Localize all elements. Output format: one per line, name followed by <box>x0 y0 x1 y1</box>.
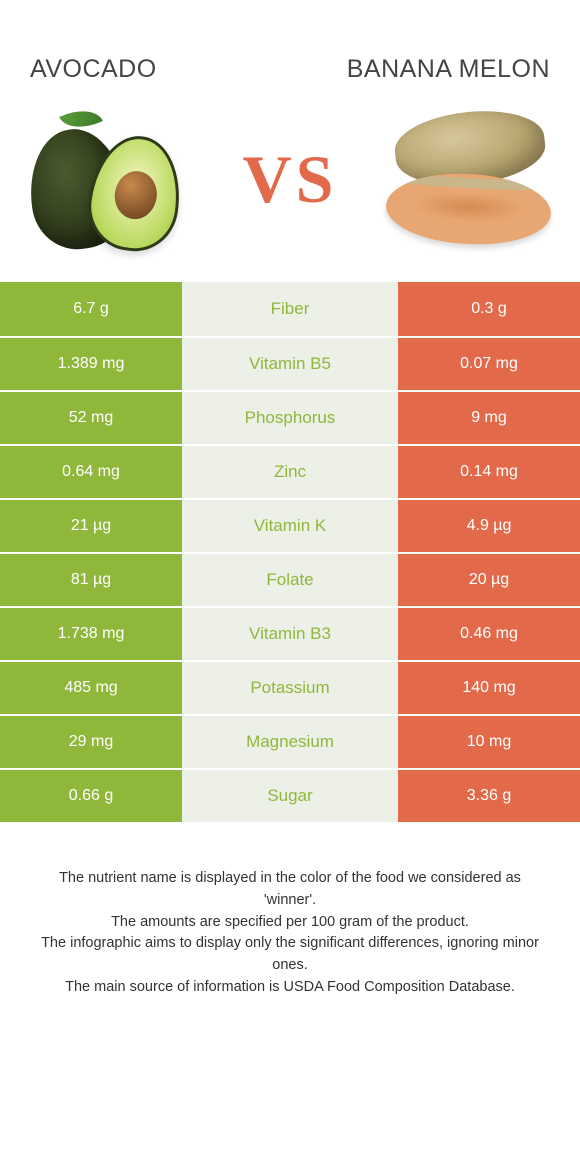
nutrient-name: Fiber <box>182 282 398 336</box>
table-row: 1.389 mgVitamin B50.07 mg <box>0 336 580 390</box>
nutrient-name: Folate <box>182 554 398 606</box>
footer-line: The nutrient name is displayed in the co… <box>34 868 546 912</box>
title-left: Avocado <box>30 55 157 84</box>
table-row: 52 mgPhosphorus9 mg <box>0 390 580 444</box>
table-row: 0.66 gSugar3.36 g <box>0 768 580 822</box>
hero-row: VS <box>0 104 580 282</box>
footer-line: The infographic aims to display only the… <box>34 933 546 977</box>
nutrient-name: Zinc <box>182 446 398 498</box>
left-value: 0.66 g <box>0 770 182 822</box>
header: Avocado Banana melon <box>0 0 580 104</box>
right-value: 20 µg <box>398 554 580 606</box>
banana-melon-image <box>380 104 560 254</box>
right-value: 3.36 g <box>398 770 580 822</box>
table-row: 1.738 mgVitamin B30.46 mg <box>0 606 580 660</box>
avocado-image <box>20 104 200 254</box>
nutrient-name: Phosphorus <box>182 392 398 444</box>
footer-notes: The nutrient name is displayed in the co… <box>0 822 580 999</box>
table-row: 81 µgFolate20 µg <box>0 552 580 606</box>
left-value: 52 mg <box>0 392 182 444</box>
left-value: 1.738 mg <box>0 608 182 660</box>
nutrient-name: Sugar <box>182 770 398 822</box>
left-value: 81 µg <box>0 554 182 606</box>
nutrient-name: Potassium <box>182 662 398 714</box>
title-right: Banana melon <box>347 55 550 84</box>
right-value: 140 mg <box>398 662 580 714</box>
right-value: 0.07 mg <box>398 338 580 390</box>
right-value: 0.14 mg <box>398 446 580 498</box>
right-value: 9 mg <box>398 392 580 444</box>
nutrient-name: Vitamin K <box>182 500 398 552</box>
left-value: 485 mg <box>0 662 182 714</box>
comparison-table: 6.7 gFiber0.3 g1.389 mgVitamin B50.07 mg… <box>0 282 580 822</box>
vs-label: VS <box>243 140 338 219</box>
infographic: Avocado Banana melon VS 6.7 gFiber0.3 g1… <box>0 0 580 999</box>
left-value: 21 µg <box>0 500 182 552</box>
nutrient-name: Vitamin B3 <box>182 608 398 660</box>
table-row: 6.7 gFiber0.3 g <box>0 282 580 336</box>
right-value: 0.3 g <box>398 282 580 336</box>
table-row: 29 mgMagnesium10 mg <box>0 714 580 768</box>
left-value: 0.64 mg <box>0 446 182 498</box>
table-row: 21 µgVitamin K4.9 µg <box>0 498 580 552</box>
right-value: 0.46 mg <box>398 608 580 660</box>
table-row: 485 mgPotassium140 mg <box>0 660 580 714</box>
nutrient-name: Vitamin B5 <box>182 338 398 390</box>
table-row: 0.64 mgZinc0.14 mg <box>0 444 580 498</box>
nutrient-name: Magnesium <box>182 716 398 768</box>
left-value: 29 mg <box>0 716 182 768</box>
left-value: 6.7 g <box>0 282 182 336</box>
footer-line: The main source of information is USDA F… <box>34 977 546 999</box>
left-value: 1.389 mg <box>0 338 182 390</box>
right-value: 10 mg <box>398 716 580 768</box>
right-value: 4.9 µg <box>398 500 580 552</box>
footer-line: The amounts are specified per 100 gram o… <box>34 912 546 934</box>
